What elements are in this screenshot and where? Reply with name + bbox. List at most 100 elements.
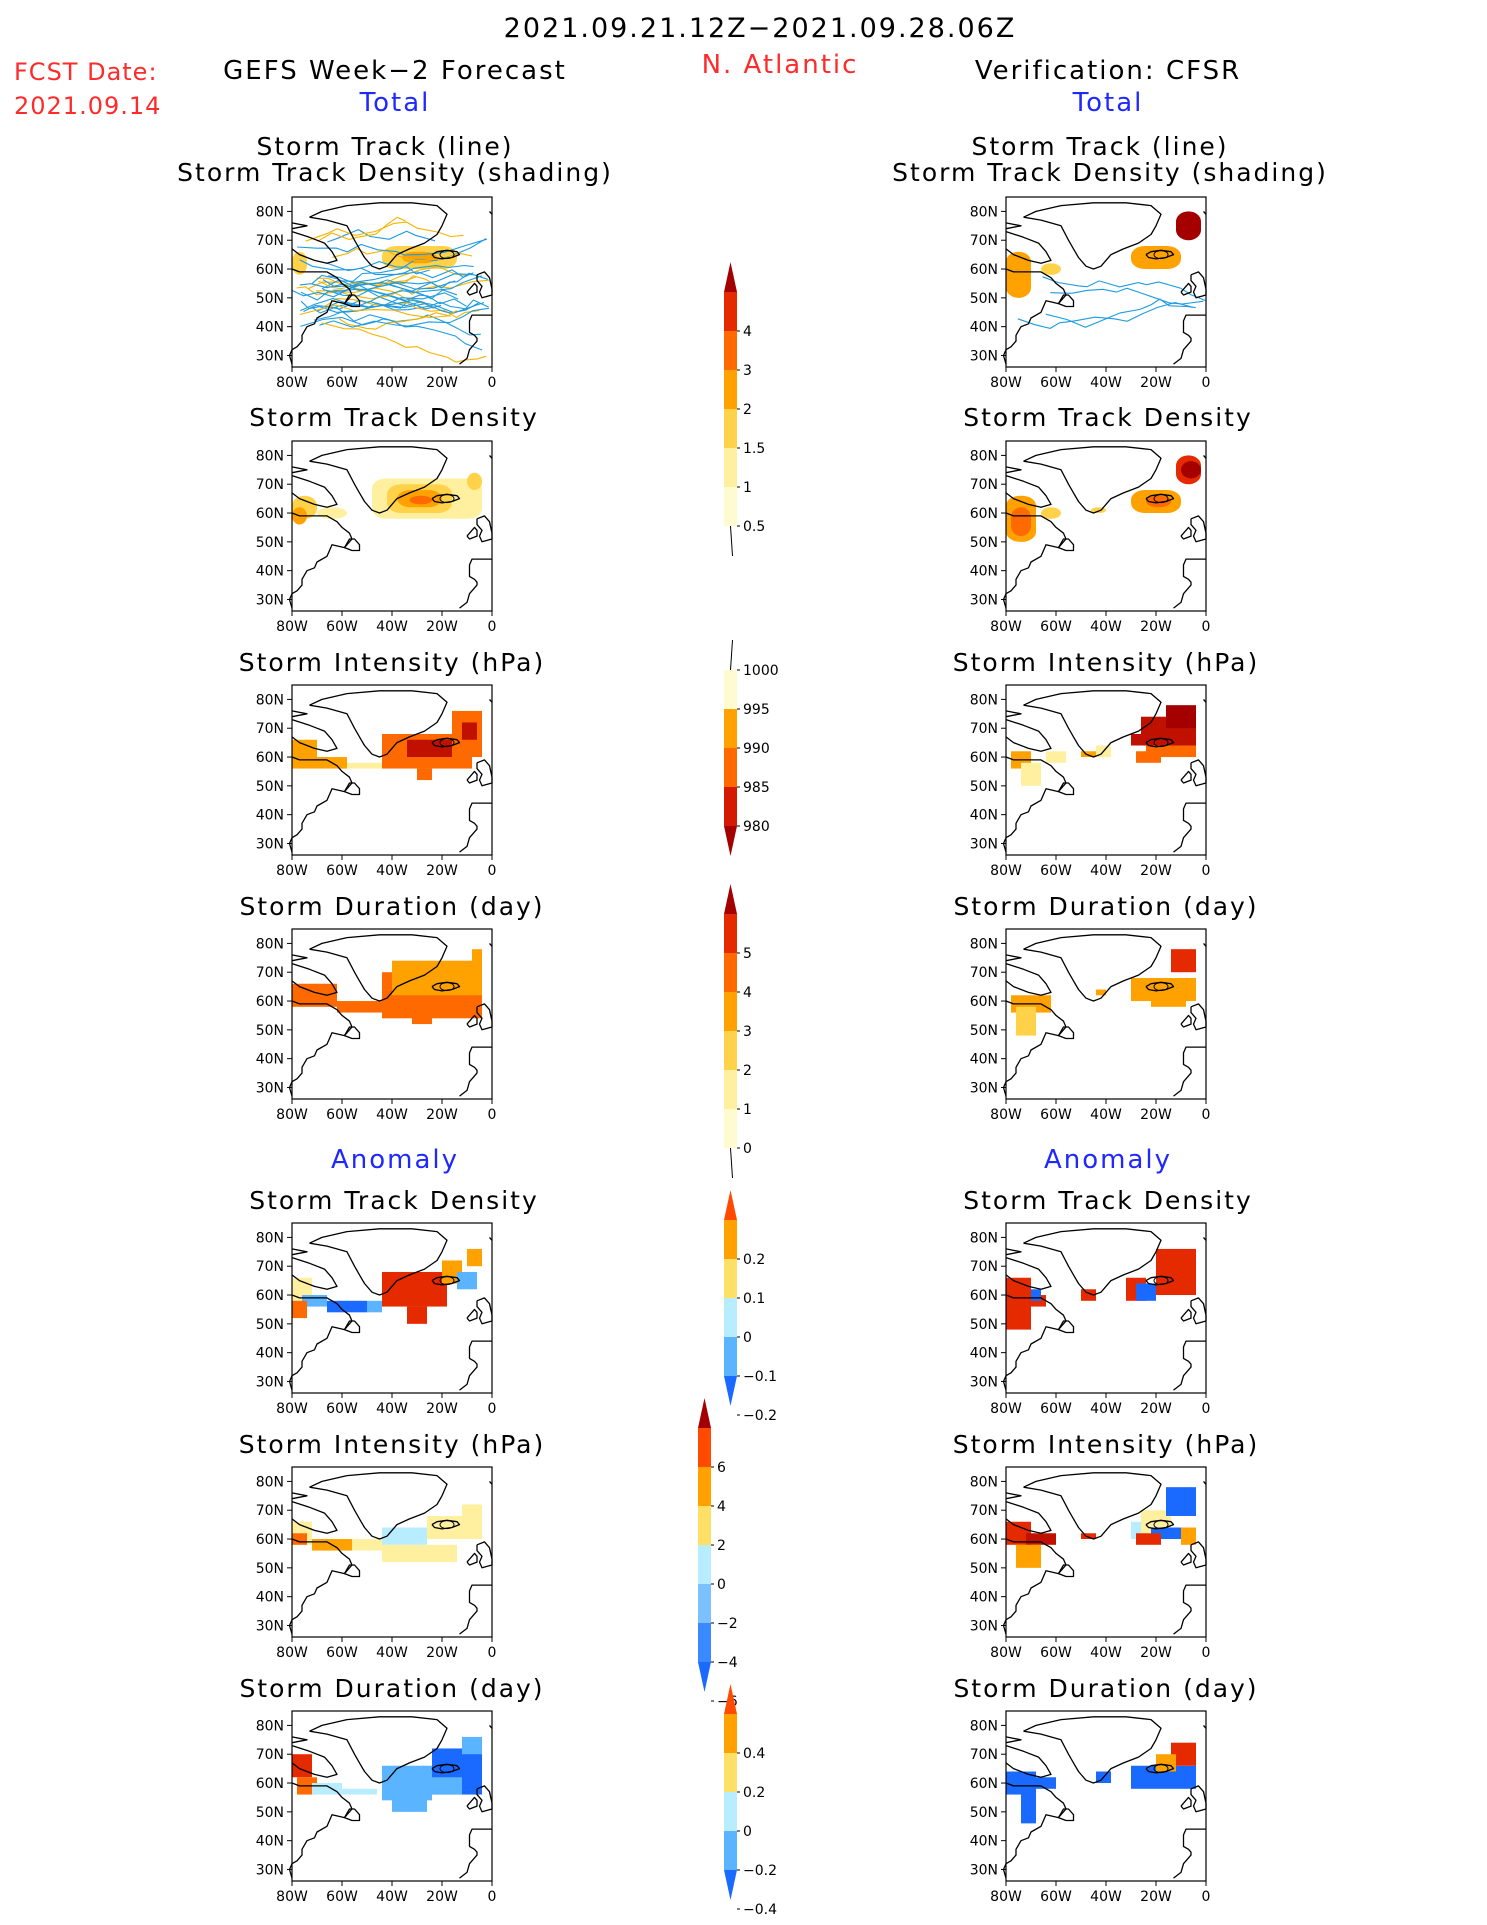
shading-cell — [1016, 1006, 1036, 1036]
colorbar-label: 0.2 — [743, 1785, 765, 1801]
coastline — [1057, 538, 1075, 552]
left-track-title-shading: Storm Track Density (shading) — [177, 158, 613, 187]
lat-label: 60N — [256, 1532, 284, 1548]
shading-cell — [312, 1783, 342, 1795]
colorbar-segment — [724, 1109, 737, 1148]
coastline — [288, 1538, 353, 1635]
coastline — [1180, 1552, 1192, 1566]
colorbar-label: 6 — [717, 1460, 726, 1476]
shading-cell — [1146, 745, 1196, 758]
lat-label: 40N — [970, 320, 998, 336]
colorbar-segment — [724, 670, 737, 709]
colorbar-triangle-bottom — [698, 1662, 711, 1692]
coastline — [1173, 558, 1206, 609]
lat-label: 30N — [970, 1862, 998, 1878]
coastline — [1002, 1538, 1067, 1635]
shading-cell — [367, 1300, 382, 1313]
lat-label: 70N — [970, 965, 998, 981]
storm-track-line — [1045, 298, 1196, 328]
lon-label: 60W — [1040, 375, 1072, 391]
lat-label: 80N — [970, 448, 998, 464]
lat-label: 50N — [256, 1561, 284, 1577]
lon-label: 80W — [276, 1107, 308, 1123]
lat-label: 40N — [970, 1834, 998, 1850]
colorbar-segment — [698, 1428, 711, 1467]
coastline — [309, 446, 448, 514]
shading-cell — [1181, 461, 1201, 479]
shading-cell — [1176, 211, 1201, 241]
right-total-label: Total — [1072, 88, 1144, 118]
coastline — [431, 249, 461, 260]
shading-cell — [467, 1248, 482, 1267]
lat-label: 60N — [256, 262, 284, 278]
coastline — [1023, 1472, 1162, 1540]
coastline — [291, 466, 308, 474]
shading-cell — [1151, 995, 1186, 1007]
shading-cell — [1046, 751, 1066, 763]
lat-label: 40N — [256, 1346, 284, 1362]
coastline — [1002, 512, 1067, 609]
colorbar-label: 2 — [743, 402, 752, 418]
coastline — [1005, 474, 1052, 508]
colorbar-label: −0.1 — [743, 1369, 777, 1385]
shading-cell — [467, 472, 482, 490]
lat-label: 80N — [970, 692, 998, 708]
coastline — [459, 1828, 492, 1879]
coastline — [466, 282, 478, 296]
lon-label: 60W — [326, 1889, 358, 1905]
colorbar-segment — [724, 409, 737, 448]
colorbar-segment — [724, 1070, 737, 1109]
colorbar-anom-duration: 0.4 0.2 0 −0.2 −0.4 — [724, 1684, 777, 1918]
lon-label: 40W — [376, 619, 408, 635]
shading-cell — [1156, 1754, 1176, 1772]
coastline — [343, 294, 361, 308]
shading-cell — [327, 1300, 367, 1313]
lon-label: 40W — [376, 1645, 408, 1661]
shading-cell — [1146, 495, 1171, 508]
colorbar-segment — [724, 1259, 737, 1298]
coastline — [476, 1785, 493, 1813]
coastline — [1190, 759, 1207, 787]
coastline — [291, 230, 338, 264]
shading-cell — [317, 507, 347, 519]
coastline — [1145, 493, 1175, 504]
storm-track-line — [1050, 287, 1204, 305]
right-intensity-title: Storm Intensity (hPa) — [952, 648, 1260, 677]
shading-cell — [1131, 733, 1146, 746]
lat-label: 30N — [970, 836, 998, 852]
lon-label: 80W — [990, 619, 1022, 635]
storm-track-line — [299, 283, 420, 307]
shading-cell — [1136, 1283, 1156, 1301]
shading-cell — [472, 949, 482, 984]
colorbar-segment — [698, 1584, 711, 1623]
lon-label: 20W — [426, 375, 458, 391]
lon-label: 80W — [990, 1401, 1022, 1417]
lon-label: 40W — [376, 1889, 408, 1905]
colorbar-anom-density: 0.2 0.1 0 −0.1 −0.2 — [724, 1190, 777, 1424]
coastline — [291, 962, 338, 996]
coastline — [1190, 1785, 1207, 1813]
coastline — [1005, 710, 1022, 718]
shading-cell — [1011, 507, 1031, 537]
left-anom-intensity-title: Storm Intensity (hPa) — [238, 1430, 546, 1459]
lat-label: 40N — [256, 1590, 284, 1606]
shading-cell — [457, 1271, 477, 1290]
coastline — [431, 981, 461, 992]
lon-label: 80W — [276, 1645, 308, 1661]
colorbar-label: 0 — [743, 1141, 752, 1157]
lat-label: 50N — [970, 1561, 998, 1577]
lat-label: 30N — [256, 836, 284, 852]
lon-label: 80W — [276, 863, 308, 879]
lat-label: 80N — [970, 1718, 998, 1734]
coastline — [291, 222, 308, 230]
lat-label: 50N — [970, 535, 998, 551]
lat-label: 70N — [970, 1503, 998, 1519]
lon-label: 20W — [1140, 1401, 1172, 1417]
colorbar-label: 0 — [743, 1330, 752, 1346]
lat-label: 50N — [970, 1023, 998, 1039]
map-frame — [1005, 1222, 1207, 1394]
right-duration-title: Storm Duration (day) — [953, 892, 1259, 921]
lat-label: 40N — [970, 564, 998, 580]
shading-cell — [1171, 1742, 1196, 1766]
coastline — [291, 718, 338, 752]
